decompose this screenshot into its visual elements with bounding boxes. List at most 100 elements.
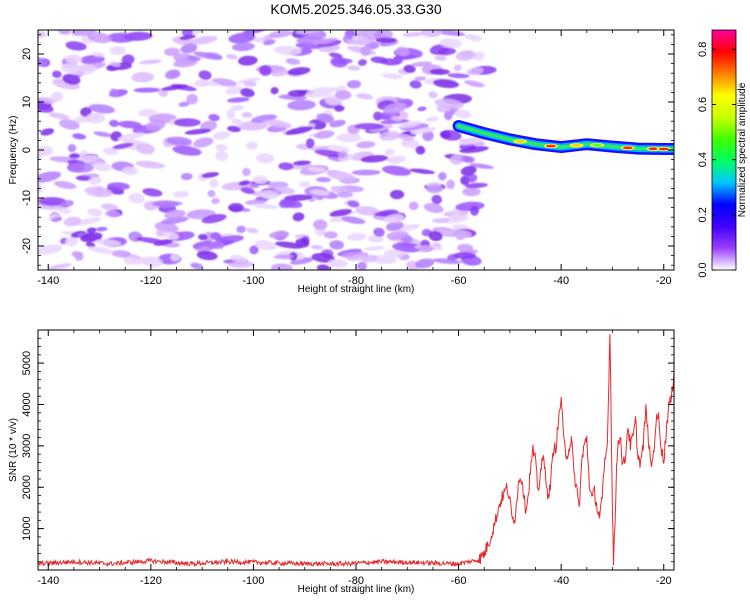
spectrogram-noise-blob: [336, 133, 362, 143]
spectrogram-noise-blob: [328, 52, 343, 59]
spectrogram-noise-blob: [252, 175, 268, 184]
spectrogram-noise-blob: [50, 91, 63, 102]
signal-hotspot: [592, 143, 603, 147]
spectrogram-noise-blob: [330, 56, 348, 68]
spectrogram-noise-blob: [85, 112, 106, 124]
spectrogram-noise-blob: [136, 237, 166, 244]
spectrogram-noise-blob: [356, 93, 374, 100]
spectrogram-noise-blob: [93, 131, 112, 137]
spectrogram-noise-blob: [209, 241, 225, 250]
spectrogram-noise-blob: [465, 173, 478, 183]
spectrogram-noise-blob: [347, 233, 367, 241]
spectrogram-noise-blobs: [38, 30, 497, 270]
signal-hotspot: [622, 146, 633, 150]
colorbar-tick-label: 0.0: [697, 262, 709, 277]
spectrogram-noise-blob: [231, 42, 255, 52]
spectrogram-noise-blob: [408, 201, 419, 211]
spectrogram-x-label: Height of straight line (km): [298, 284, 415, 295]
spectrogram-noise-blob: [399, 111, 409, 120]
spectrogram-noise-blob: [270, 87, 279, 95]
spectrogram-noise-blob: [455, 50, 476, 61]
spectrogram-noise-blob: [139, 59, 162, 65]
spectrogram-noise-blob: [63, 216, 82, 227]
spectrogram-noise-blob: [414, 76, 427, 82]
spectrogram-noise-blob: [109, 45, 126, 56]
colorbar-label: Normalized spectral amplitude: [737, 82, 748, 217]
spectrogram-noise-blob: [38, 57, 48, 67]
spectrogram-noise-blob: [187, 55, 201, 62]
spectrogram-noise-blob: [323, 231, 338, 239]
spectrogram-noise-blob: [386, 155, 406, 164]
spectrogram-noise-blob: [67, 143, 77, 153]
spectrogram-noise-blob: [379, 131, 401, 141]
spectrogram-noise-blob: [382, 102, 407, 115]
spectrogram-noise-blob: [38, 197, 67, 206]
spectrogram-noise-blob: [196, 250, 218, 261]
spectrogram-noise-blob: [242, 167, 251, 177]
spectrogram-noise-blob: [121, 166, 139, 176]
snr-x-tick-label: -100: [242, 575, 264, 587]
spectrogram-noise-blob: [79, 55, 105, 65]
spectrogram-noise-blob: [102, 147, 119, 156]
spectrogram-noise-blob: [301, 236, 310, 245]
spectrogram-noise-blob: [86, 227, 97, 234]
spectrogram-x-tick-label: -140: [37, 275, 59, 287]
spectrogram-noise-blob: [117, 132, 145, 141]
spectrogram-noise-blob: [417, 245, 434, 253]
spectrogram-noise-blob: [47, 263, 72, 270]
snr-y-tick-label: 2000: [21, 475, 33, 499]
spectrogram-noise-blob: [390, 189, 405, 200]
spectrogram-noise-blob: [52, 70, 62, 79]
snr-y-label: SNR (10 * v/v): [8, 418, 19, 482]
spectrogram-noise-blob: [215, 150, 229, 161]
spectrogram-noise-blob: [454, 109, 472, 119]
spectrogram-noise-blob: [284, 194, 313, 201]
spectrogram-signal-track: [452, 120, 674, 155]
spectrogram-noise-blob: [262, 39, 276, 46]
spectrogram-noise-blob: [285, 58, 301, 65]
spectrogram-noise-blob: [287, 99, 316, 111]
spectrogram-noise-blob: [238, 55, 258, 66]
spectrogram-noise-blob: [226, 109, 236, 120]
spectrogram-noise-blob: [92, 162, 112, 172]
spectrogram-noise-blob: [395, 133, 415, 141]
spectrogram-noise-blob: [107, 182, 130, 191]
spectrogram-noise-blob: [305, 138, 315, 149]
spectrogram-noise-blob: [469, 163, 494, 169]
spectrogram-noise-blob: [225, 85, 244, 95]
spectrogram-noise-blob: [429, 68, 450, 75]
spectrogram-noise-blob: [91, 52, 106, 58]
signal-hotspot: [571, 144, 582, 147]
spectrogram-noise-blob: [460, 165, 477, 176]
spectrogram-noise-blob: [95, 226, 108, 232]
spectrogram-noise-blob: [179, 34, 196, 40]
spectrogram-noise-blob: [229, 104, 245, 111]
spectrogram-noise-blob: [338, 150, 348, 159]
spectrogram-noise-blob: [57, 30, 71, 35]
snr-y-tick-label: 4000: [21, 392, 33, 416]
spectrogram-y-label: Frequency (Hz): [8, 116, 19, 185]
spectrogram-noise-blob: [190, 262, 204, 270]
spectrogram-noise-blob: [313, 219, 328, 231]
spectrogram-noise-blob: [360, 45, 371, 57]
spectrogram-noise-blob: [392, 242, 422, 253]
spectrogram-noise-blob: [312, 37, 338, 45]
spectrogram-noise-blob: [228, 32, 256, 44]
spectrogram-noise-blob: [264, 119, 292, 129]
spectrogram-noise-blob: [466, 67, 484, 76]
spectrogram-noise-blob: [437, 47, 456, 56]
spectrogram-noise-blob: [184, 128, 211, 135]
spectrogram-noise-blob: [48, 112, 70, 120]
spectrogram-noise-blob: [453, 252, 477, 259]
spectrogram-noise-blob: [38, 244, 63, 255]
spectrogram-noise-blob: [315, 177, 331, 183]
spectrogram-noise-blob: [347, 65, 361, 71]
spectrogram-noise-blob: [390, 115, 403, 122]
spectrogram-noise-blob: [381, 72, 403, 80]
snr-x-tick-label: -40: [553, 575, 569, 587]
spectrogram-noise-blob: [356, 141, 376, 149]
snr-y-tick-label: 1000: [21, 516, 33, 540]
colorbar-ticks: 0.0 0.2 0.4 0.6 0.8: [697, 42, 736, 278]
spectrogram-noise-blob: [449, 229, 472, 238]
